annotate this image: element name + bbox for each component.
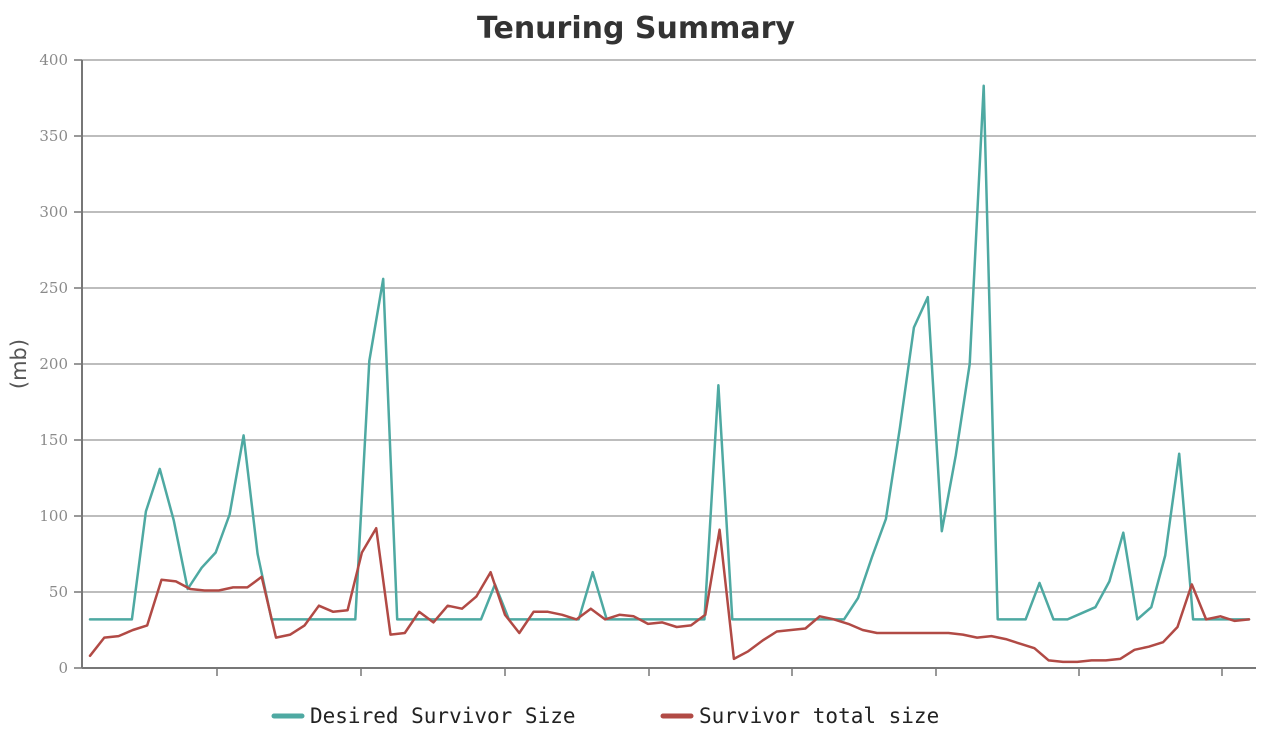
- y-tick-label: 250: [39, 279, 68, 297]
- chart-title: Tenuring Summary: [477, 11, 795, 46]
- y-tick-label: 0: [58, 659, 68, 677]
- series-lines: [88, 84, 1251, 664]
- y-tick-label: 350: [39, 127, 68, 145]
- y-axis-label: (mb): [7, 339, 31, 389]
- legend: Desired Survivor Size Survivor total size: [271, 704, 939, 728]
- y-tick-label: 200: [39, 355, 68, 373]
- y-tick-label: 300: [39, 203, 68, 221]
- legend-item-2[interactable]: Survivor total size: [660, 704, 939, 728]
- legend-label: Desired Survivor Size: [310, 704, 576, 728]
- y-tick-label: 100: [39, 507, 68, 525]
- y-tick-label: 150: [39, 431, 68, 449]
- legend-item-1[interactable]: Desired Survivor Size: [271, 704, 576, 728]
- series-line-2: [88, 526, 1251, 664]
- series-line-1: [88, 84, 1251, 621]
- y-tick-label: 400: [39, 51, 68, 69]
- axes: 0 50 100 150 200 250 300 350 400: [39, 51, 1256, 677]
- legend-label: Survivor total size: [699, 704, 939, 728]
- grid-lines: [82, 59, 1256, 593]
- y-tick-label: 50: [49, 583, 68, 601]
